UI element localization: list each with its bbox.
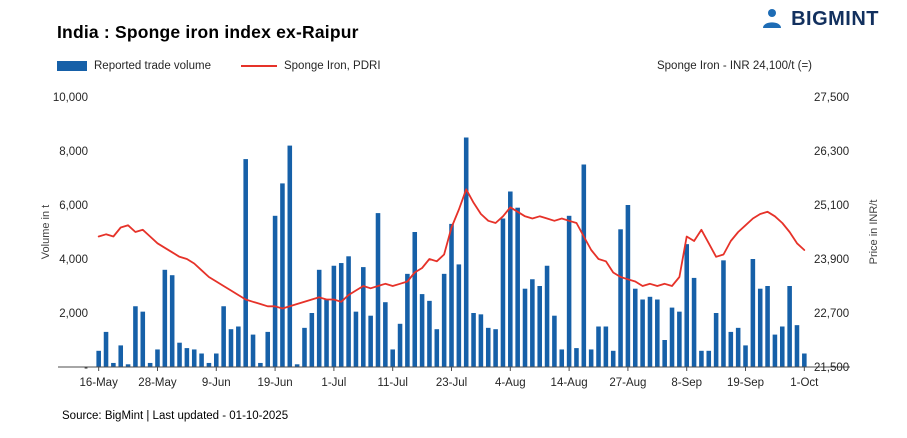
price-line-swatch-icon xyxy=(240,65,277,67)
bigmint-logo: BIGMINT xyxy=(759,6,879,32)
chart-area: 10,000 8,000 6,000 4,000 2,000 - 27,500 26,300 2… xyxy=(0,85,907,395)
legend-item-price: Sponge Iron, PDRI xyxy=(240,60,381,72)
bigmint-person-icon xyxy=(759,6,785,32)
svg-text:2,000: 2,000 xyxy=(59,308,88,320)
svg-text:16-May: 16-May xyxy=(79,377,118,389)
legend-price-label: Sponge Iron, PDRI xyxy=(283,60,381,72)
svg-text:22,700: 22,700 xyxy=(814,308,849,320)
svg-text:14-Aug: 14-Aug xyxy=(551,377,588,389)
page-title: India : Sponge iron index ex-Raipur xyxy=(57,22,359,42)
svg-text:-: - xyxy=(84,362,88,374)
current-price-annotation: Sponge Iron - INR 24,100/t (=) xyxy=(656,60,812,72)
right-axis-title: Price in INR/t xyxy=(868,199,880,265)
legend: Reported trade volume Sponge Iron, PDRI … xyxy=(57,60,877,72)
legend-volume-label: Reported trade volume xyxy=(94,60,211,72)
svg-text:6,000: 6,000 xyxy=(59,200,88,212)
svg-text:4-Aug: 4-Aug xyxy=(495,377,526,389)
svg-text:27,500: 27,500 xyxy=(814,92,849,104)
source-note: Source: BigMint | Last updated - 01-10-2… xyxy=(62,410,289,422)
svg-text:8,000: 8,000 xyxy=(59,146,88,158)
svg-text:1-Jul: 1-Jul xyxy=(321,377,346,389)
left-axis-title: Volume in t xyxy=(40,204,52,260)
svg-text:19-Sep: 19-Sep xyxy=(727,377,764,389)
svg-text:28-May: 28-May xyxy=(138,377,177,389)
svg-text:8-Sep: 8-Sep xyxy=(671,377,702,389)
volume-swatch-icon xyxy=(57,61,87,71)
bigmint-logo-text: BIGMINT xyxy=(791,7,879,30)
svg-text:4,000: 4,000 xyxy=(59,254,88,266)
svg-text:27-Aug: 27-Aug xyxy=(609,377,646,389)
svg-text:10,000: 10,000 xyxy=(53,92,88,104)
svg-text:26,300: 26,300 xyxy=(814,146,849,158)
svg-text:19-Jun: 19-Jun xyxy=(258,377,293,389)
svg-text:1-Oct: 1-Oct xyxy=(790,377,819,389)
legend-item-volume: Reported trade volume xyxy=(57,60,211,72)
svg-text:23-Jul: 23-Jul xyxy=(436,377,467,389)
svg-text:25,100: 25,100 xyxy=(814,200,849,212)
svg-text:21,500: 21,500 xyxy=(814,362,849,374)
chart-canvas: 10,000 8,000 6,000 4,000 2,000 - 27,500 26,300 2… xyxy=(53,92,850,389)
svg-text:23,900: 23,900 xyxy=(814,254,849,266)
svg-text:9-Jun: 9-Jun xyxy=(202,377,231,389)
svg-text:11-Jul: 11-Jul xyxy=(377,377,407,389)
